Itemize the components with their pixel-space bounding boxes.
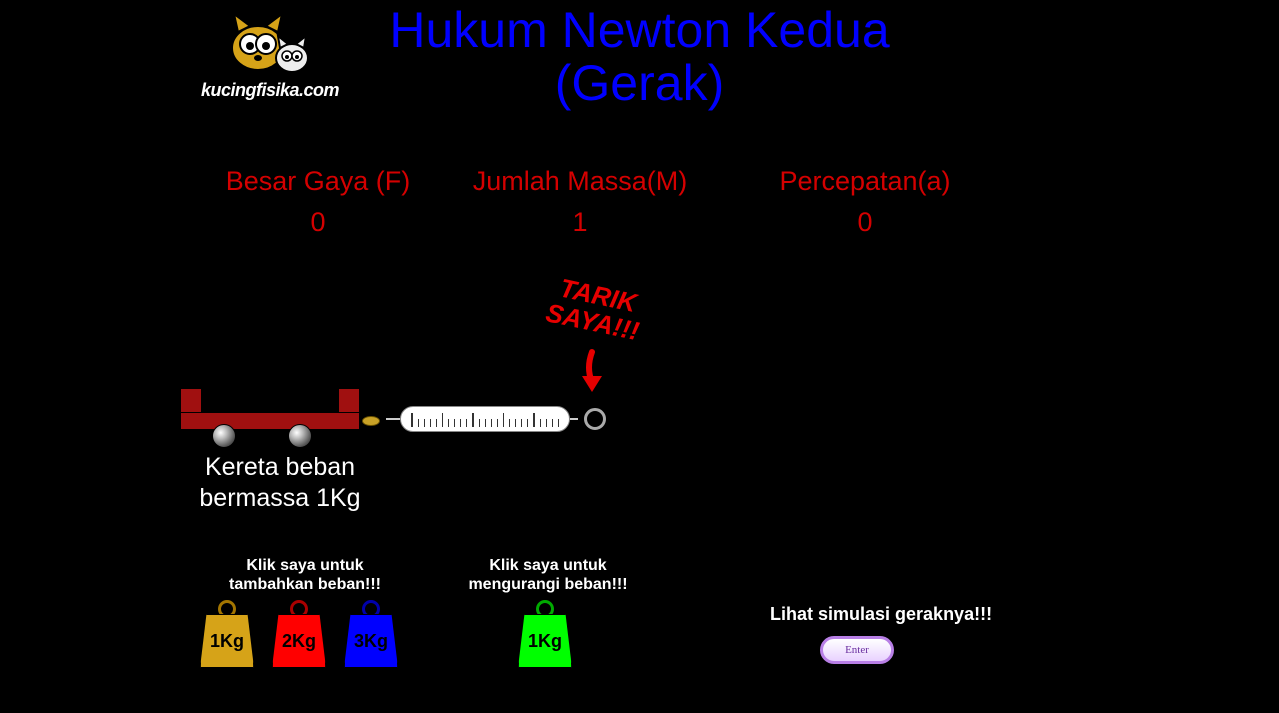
readout-mass-value: 1: [440, 207, 720, 238]
cart-wheel-icon: [288, 424, 312, 448]
title-line-2: (Gerak): [0, 57, 1279, 110]
add-weight-2kg[interactable]: 2Kg: [272, 600, 326, 668]
weight-label: 2Kg: [282, 631, 316, 652]
readout-mass-label: Jumlah Massa(M): [440, 166, 720, 197]
add-instr-line-1: Klik saya untuk: [210, 556, 400, 575]
readout-accel-label: Percepatan(a): [760, 166, 970, 197]
simulate-label: Lihat simulasi geraknya!!!: [770, 604, 992, 625]
weight-body: 3Kg: [344, 614, 398, 668]
add-weight-1kg[interactable]: 1Kg: [200, 600, 254, 668]
readout-accel-value: 0: [760, 207, 970, 238]
pull-instruction: TARIK SAYA!!!: [543, 273, 647, 346]
cart-hitch-icon: [362, 416, 380, 426]
add-weights-row: 1Kg 2Kg 3Kg: [200, 600, 398, 668]
remove-instr-line-1: Klik saya untuk: [458, 556, 638, 575]
remove-weights-row: 1Kg: [518, 600, 572, 668]
cart-caption: Kereta beban bermassa 1Kg: [180, 452, 380, 515]
cart-caption-line-2: bermassa 1Kg: [180, 483, 380, 514]
scale-body: [400, 406, 570, 432]
weight-label: 1Kg: [210, 631, 244, 652]
scale-stem-icon: [386, 418, 400, 420]
remove-instr-line-2: mengurangi beban!!!: [458, 575, 638, 594]
cart-caption-line-1: Kereta beban: [180, 452, 380, 483]
cart-body: [180, 388, 360, 432]
scale-ticks: [411, 411, 559, 427]
cart: [180, 388, 360, 432]
cart-base: [180, 412, 360, 430]
add-weight-3kg[interactable]: 3Kg: [344, 600, 398, 668]
readout-mass: Jumlah Massa(M) 1: [440, 166, 720, 238]
readout-force-label: Besar Gaya (F): [208, 166, 428, 197]
remove-weight-1kg[interactable]: 1Kg: [518, 600, 572, 668]
enter-button[interactable]: Enter: [820, 636, 894, 664]
cart-wheel-icon: [212, 424, 236, 448]
weight-body: 1Kg: [200, 614, 254, 668]
cart-post-left: [180, 388, 202, 414]
weight-body: 1Kg: [518, 614, 572, 668]
title-line-1: Hukum Newton Kedua: [0, 4, 1279, 57]
scale-stem-icon: [570, 418, 578, 420]
remove-weight-instruction: Klik saya untuk mengurangi beban!!!: [458, 556, 638, 594]
page-title: Hukum Newton Kedua (Gerak): [0, 4, 1279, 109]
cart-post-right: [338, 388, 360, 414]
weight-label: 3Kg: [354, 631, 388, 652]
arrow-down-icon: [572, 348, 612, 398]
add-weight-instruction: Klik saya untuk tambahkan beban!!!: [210, 556, 400, 594]
enter-button-label: Enter: [845, 644, 869, 656]
scale-pull-ring-icon[interactable]: [584, 408, 606, 430]
spring-scale[interactable]: [386, 406, 606, 432]
weight-body: 2Kg: [272, 614, 326, 668]
readout-force-value: 0: [208, 207, 428, 238]
weight-label: 1Kg: [528, 631, 562, 652]
readout-accel: Percepatan(a) 0: [760, 166, 970, 238]
add-instr-line-2: tambahkan beban!!!: [210, 575, 400, 594]
readout-force: Besar Gaya (F) 0: [208, 166, 428, 238]
